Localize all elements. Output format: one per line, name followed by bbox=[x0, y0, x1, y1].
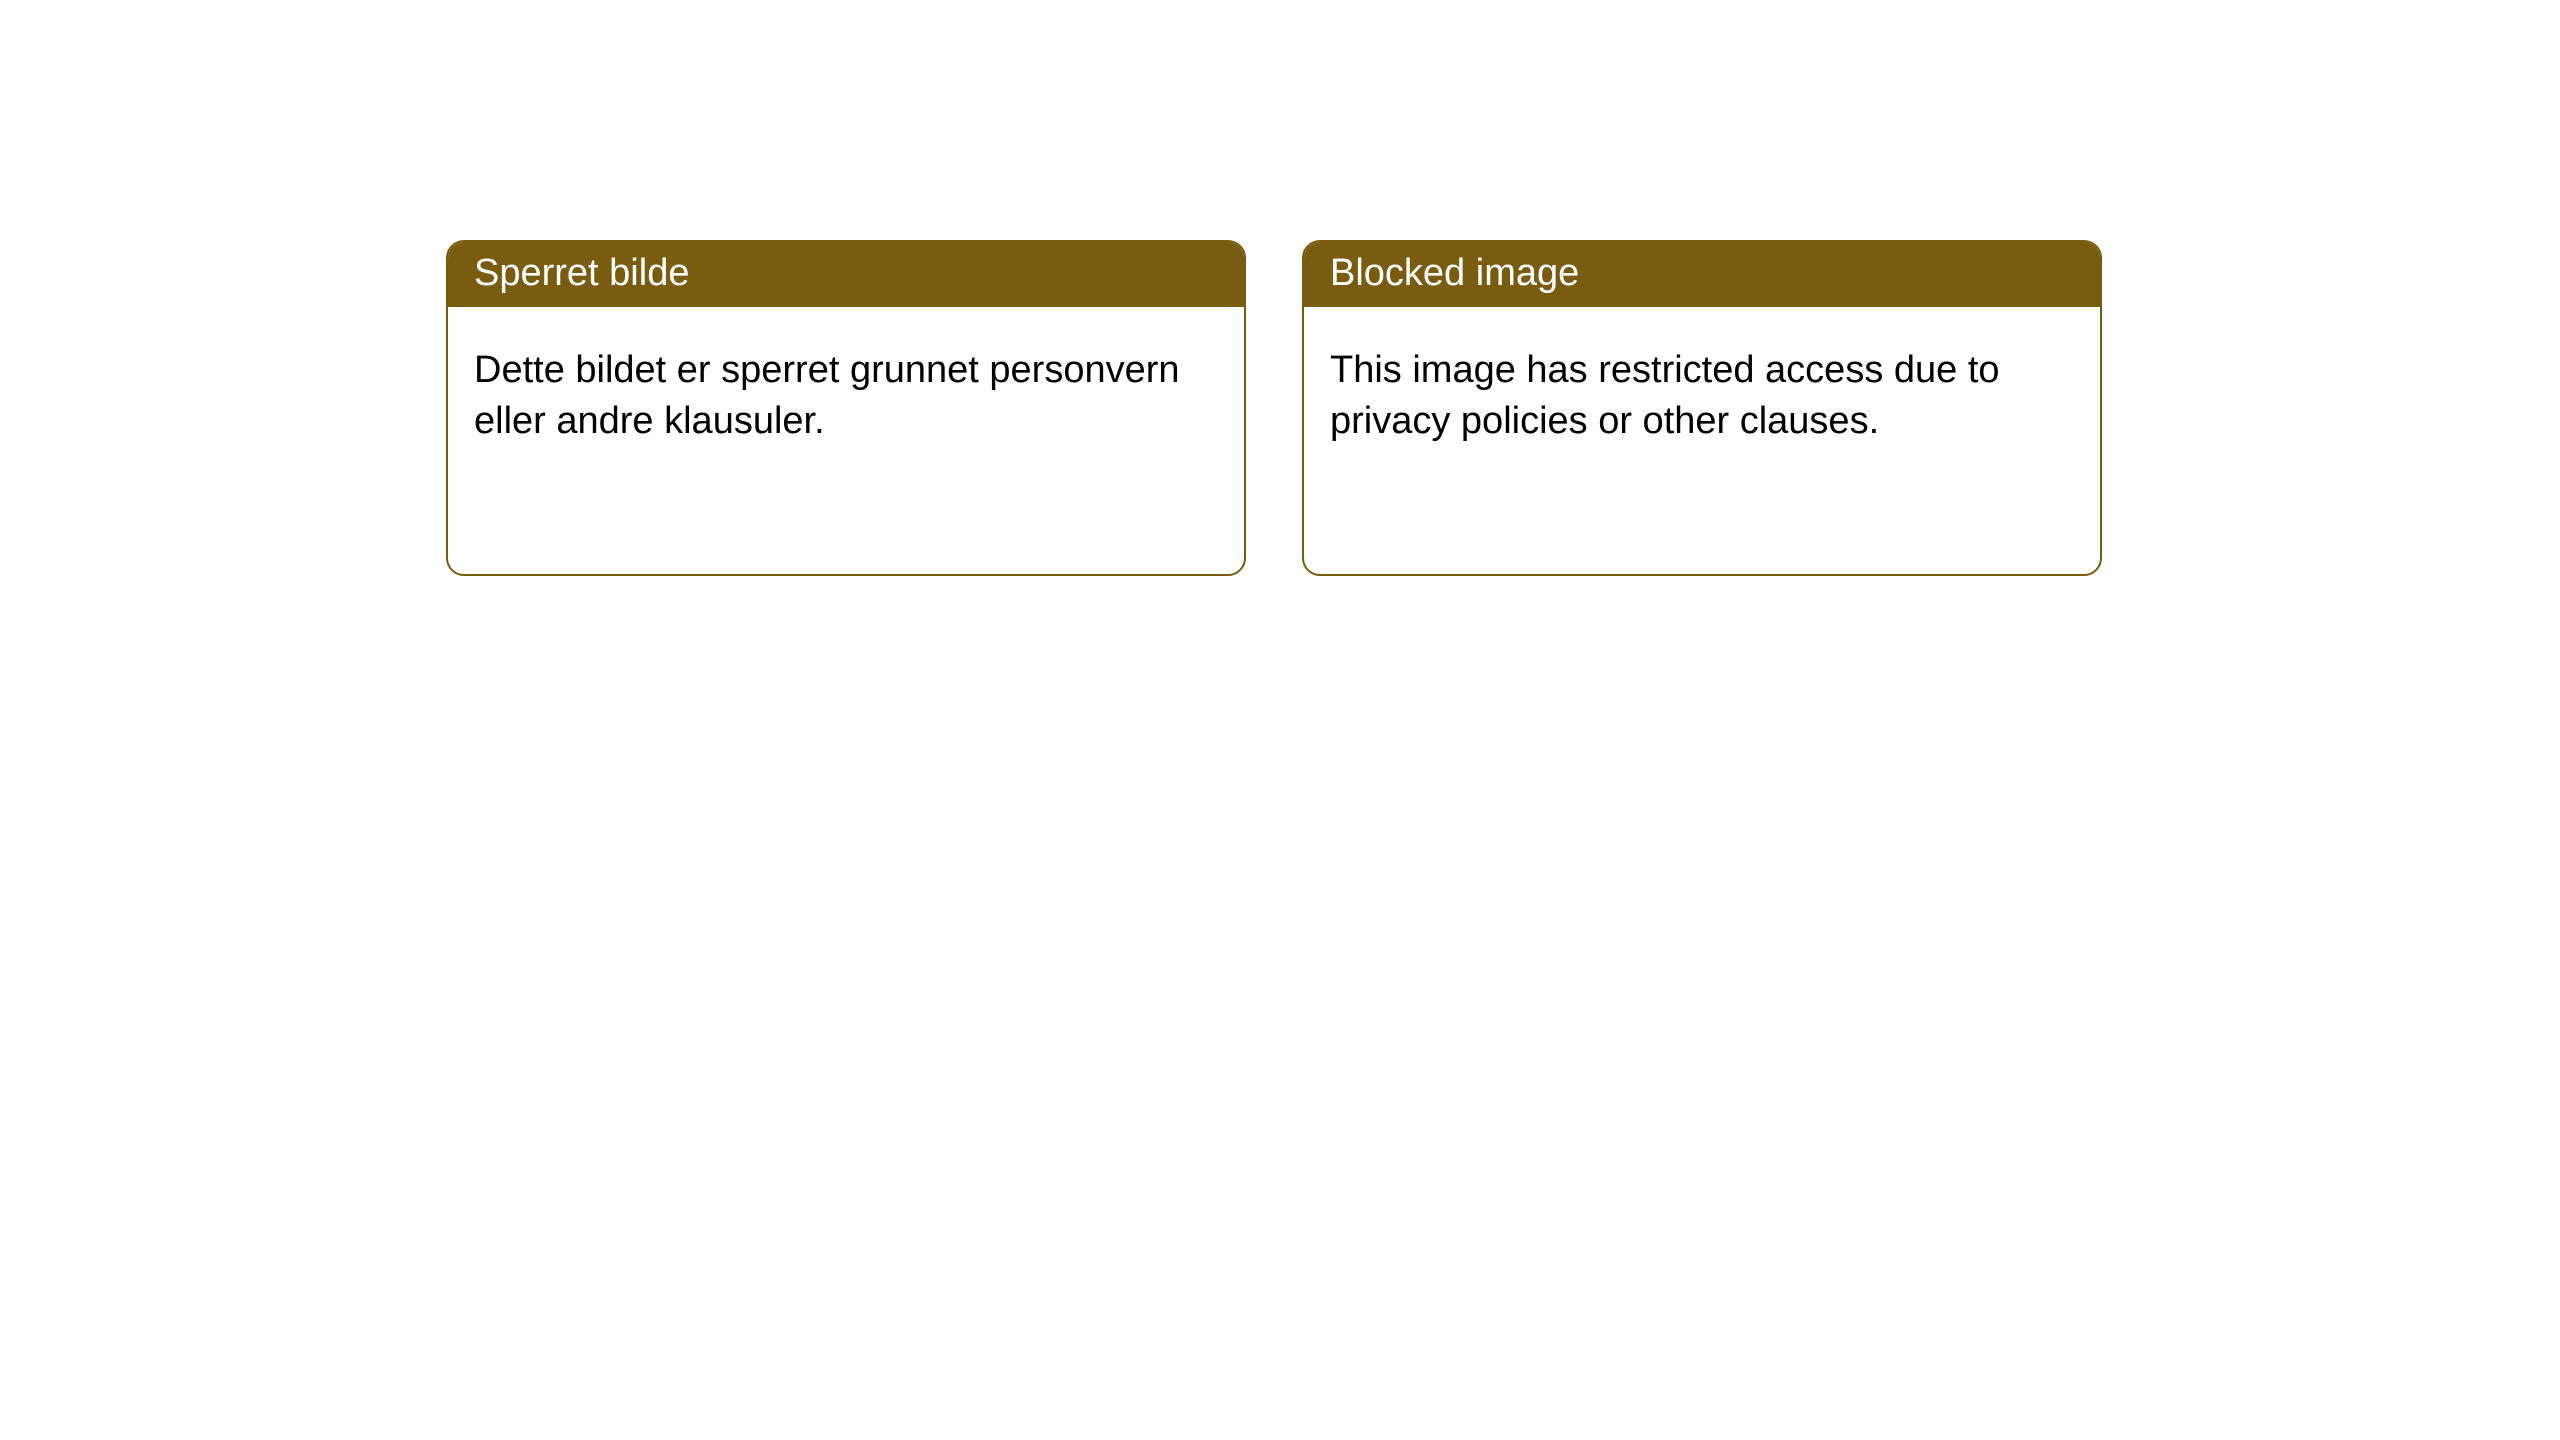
card-title: Sperret bilde bbox=[448, 242, 1244, 307]
card-title: Blocked image bbox=[1304, 242, 2100, 307]
blocked-image-card-no: Sperret bilde Dette bildet er sperret gr… bbox=[446, 240, 1246, 576]
card-row: Sperret bilde Dette bildet er sperret gr… bbox=[0, 0, 2560, 576]
card-body: Dette bildet er sperret grunnet personve… bbox=[448, 307, 1244, 486]
card-body: This image has restricted access due to … bbox=[1304, 307, 2100, 486]
blocked-image-card-en: Blocked image This image has restricted … bbox=[1302, 240, 2102, 576]
